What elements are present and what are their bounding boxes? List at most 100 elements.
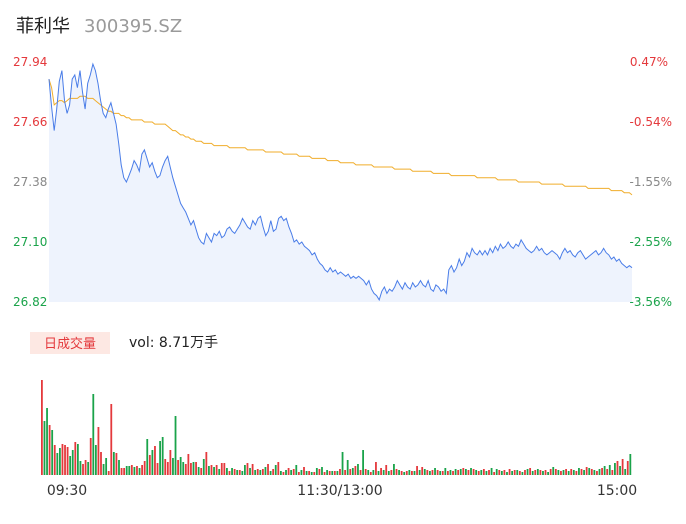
stock-name: 菲利华 xyxy=(16,16,70,37)
volume-bar xyxy=(323,472,326,475)
volume-bar xyxy=(156,463,159,475)
volume-bar xyxy=(416,466,418,475)
volume-bar xyxy=(120,468,123,475)
volume-bar xyxy=(362,450,364,475)
volume-bar xyxy=(405,471,408,475)
volume-bar xyxy=(92,394,95,475)
volume-bar xyxy=(41,380,43,475)
volume-bar xyxy=(141,465,144,475)
volume-bar xyxy=(580,469,583,475)
volume-bar xyxy=(51,430,54,475)
volume-bar xyxy=(233,469,236,475)
volume-bar xyxy=(364,469,367,475)
volume-bar xyxy=(485,471,488,475)
volume-bar xyxy=(282,472,285,475)
volume-bar xyxy=(277,462,280,475)
volume-bar xyxy=(310,472,313,475)
volume-bar xyxy=(187,454,190,475)
volume-bar xyxy=(313,472,316,475)
volume-bar xyxy=(164,459,167,475)
volume-bar xyxy=(315,468,318,475)
volume-bar xyxy=(71,450,74,475)
volume-bar xyxy=(264,467,267,475)
volume-bar xyxy=(84,460,87,475)
volume-bar xyxy=(318,469,321,475)
volume-bar xyxy=(480,470,483,475)
volume-bar xyxy=(500,471,503,475)
volume-bar xyxy=(272,469,275,475)
volume-bar xyxy=(380,468,382,475)
volume-bar xyxy=(279,471,282,475)
stock-code: 300395.SZ xyxy=(84,16,183,37)
volume-bar xyxy=(182,462,185,475)
time-tick-open: 09:30 xyxy=(47,483,87,499)
volume-bar xyxy=(464,469,467,475)
volume-bar xyxy=(552,467,555,475)
volume-bar xyxy=(549,469,552,475)
volume-bar xyxy=(418,470,421,475)
volume-bar xyxy=(339,469,341,475)
volume-bar xyxy=(554,469,557,475)
volume-bar xyxy=(213,467,215,475)
volume-bar xyxy=(400,471,403,475)
volume-bar xyxy=(118,460,120,475)
price-tick-0: 27.94 xyxy=(13,55,47,69)
volume-bar xyxy=(241,471,244,475)
pct-tick-4: -3.56% xyxy=(630,295,672,309)
volume-bar xyxy=(598,469,601,475)
volume-bar xyxy=(542,471,544,475)
volume-bar xyxy=(369,472,372,475)
volume-bars xyxy=(41,380,632,475)
volume-bar xyxy=(259,470,262,475)
time-axis: 09:30 11:30/13:00 15:00 xyxy=(47,483,637,499)
volume-bar xyxy=(76,444,79,475)
volume-bar xyxy=(382,470,385,475)
volume-bar xyxy=(112,452,115,475)
volume-bar xyxy=(498,470,501,475)
volume-bar xyxy=(429,471,431,475)
volume-bar xyxy=(228,471,231,475)
volume-bar xyxy=(236,470,239,475)
volume-bar xyxy=(459,469,462,475)
volume-total: vol: 8.71万手 xyxy=(129,335,218,351)
volume-bar xyxy=(105,458,108,475)
volume-bar xyxy=(470,468,472,475)
volume-bar xyxy=(43,421,46,475)
average-price-line xyxy=(48,78,633,196)
volume-bar xyxy=(205,452,208,475)
volume-bar xyxy=(593,470,596,475)
volume-bar xyxy=(328,471,331,475)
volume-bar xyxy=(210,465,213,475)
volume-bar xyxy=(477,471,480,475)
volume-bar xyxy=(624,469,627,475)
volume-bar xyxy=(326,470,329,475)
volume-bar xyxy=(629,454,632,475)
volume-bar xyxy=(565,469,567,475)
volume-bar xyxy=(292,469,295,475)
volume-bar xyxy=(467,470,470,475)
volume-bar xyxy=(244,465,246,475)
volume-bar xyxy=(138,468,141,475)
volume-bar xyxy=(421,467,424,475)
volume-bar xyxy=(544,470,547,475)
volume-bar xyxy=(590,469,593,475)
volume-bar xyxy=(411,471,413,475)
volume-bar xyxy=(69,456,72,475)
volume-bar xyxy=(246,463,249,475)
volume-bar xyxy=(146,439,149,475)
volume-bar xyxy=(601,468,603,475)
volume-bar xyxy=(444,468,447,475)
volume-bar xyxy=(285,470,287,475)
volume-bar xyxy=(143,461,146,475)
volume-bar xyxy=(251,464,254,475)
volume-bar xyxy=(218,469,221,475)
volume-bar xyxy=(560,471,562,475)
pct-tick-0: 0.47% xyxy=(630,55,668,69)
volume-bar xyxy=(220,463,223,475)
volume-bar xyxy=(526,469,529,475)
volume-bar xyxy=(616,461,619,475)
volume-bar xyxy=(621,459,624,475)
time-tick-midday: 11:30/13:00 xyxy=(297,483,382,499)
volume-bar xyxy=(58,448,61,475)
